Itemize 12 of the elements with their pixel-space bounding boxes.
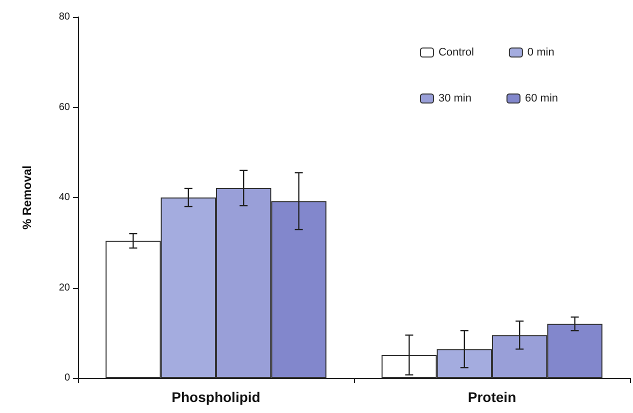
y-tick-label: 0 bbox=[64, 372, 70, 384]
y-tick-label: 40 bbox=[58, 192, 70, 203]
legend-label: 60 min bbox=[524, 92, 558, 104]
legend-label: Control bbox=[438, 46, 474, 58]
legend-label: 30 min bbox=[438, 92, 472, 104]
y-axis-title: % Removal bbox=[20, 165, 34, 230]
y-tick-label: 80 bbox=[58, 12, 70, 22]
x-tick-label: Protein bbox=[468, 389, 516, 405]
y-tick-label: 20 bbox=[58, 282, 70, 294]
x-tick-label: Phospholipid bbox=[172, 389, 260, 405]
legend-label: 0 min bbox=[527, 46, 554, 58]
y-tick-label: 60 bbox=[58, 102, 70, 113]
